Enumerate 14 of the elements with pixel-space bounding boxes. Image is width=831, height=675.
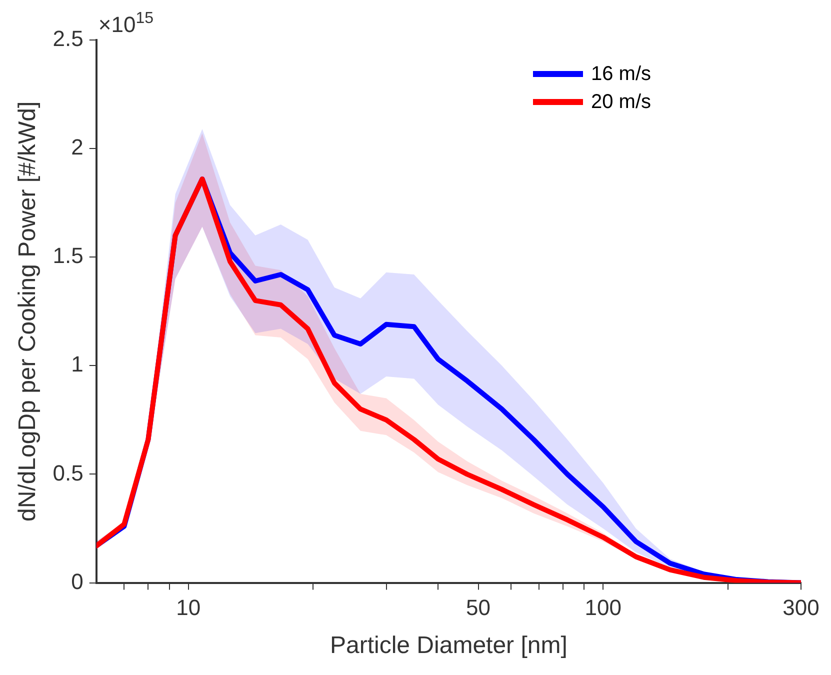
x-axis-title: Particle Diameter [nm] (330, 632, 568, 660)
legend-label: 16 m/s (591, 62, 652, 86)
y-tick-label: 0 (71, 568, 84, 594)
x-tick-label: 50 (466, 595, 491, 620)
y-tick-label: 1.5 (52, 243, 84, 268)
x-tick-label: 100 (584, 595, 622, 620)
x-tick-label: 300 (782, 595, 820, 620)
x-tick-label: 10 (176, 595, 201, 620)
y-tick-label: 0.5 (52, 460, 84, 486)
y-tick-label: 1 (71, 352, 84, 377)
y-axis-title: dN/dLogDp per Cooking Power [#/kWd] (14, 101, 42, 522)
y-tick-label: 2.5 (52, 26, 84, 52)
legend-label: 20 m/s (591, 90, 652, 114)
y-tick-label: 2 (71, 134, 84, 160)
